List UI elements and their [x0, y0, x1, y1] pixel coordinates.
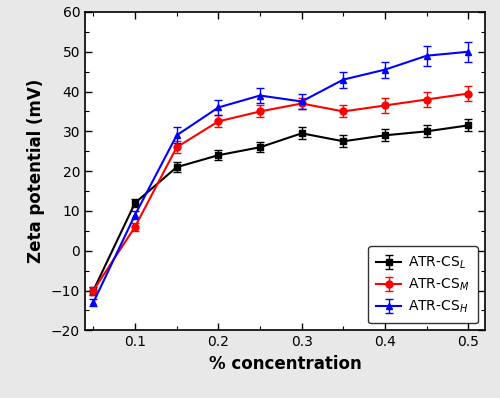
Y-axis label: Zeta potential (mV): Zeta potential (mV)	[28, 79, 46, 263]
Legend: ATR-CS$_L$, ATR-CS$_M$, ATR-CS$_H$: ATR-CS$_L$, ATR-CS$_M$, ATR-CS$_H$	[368, 246, 478, 324]
X-axis label: % concentration: % concentration	[208, 355, 362, 373]
